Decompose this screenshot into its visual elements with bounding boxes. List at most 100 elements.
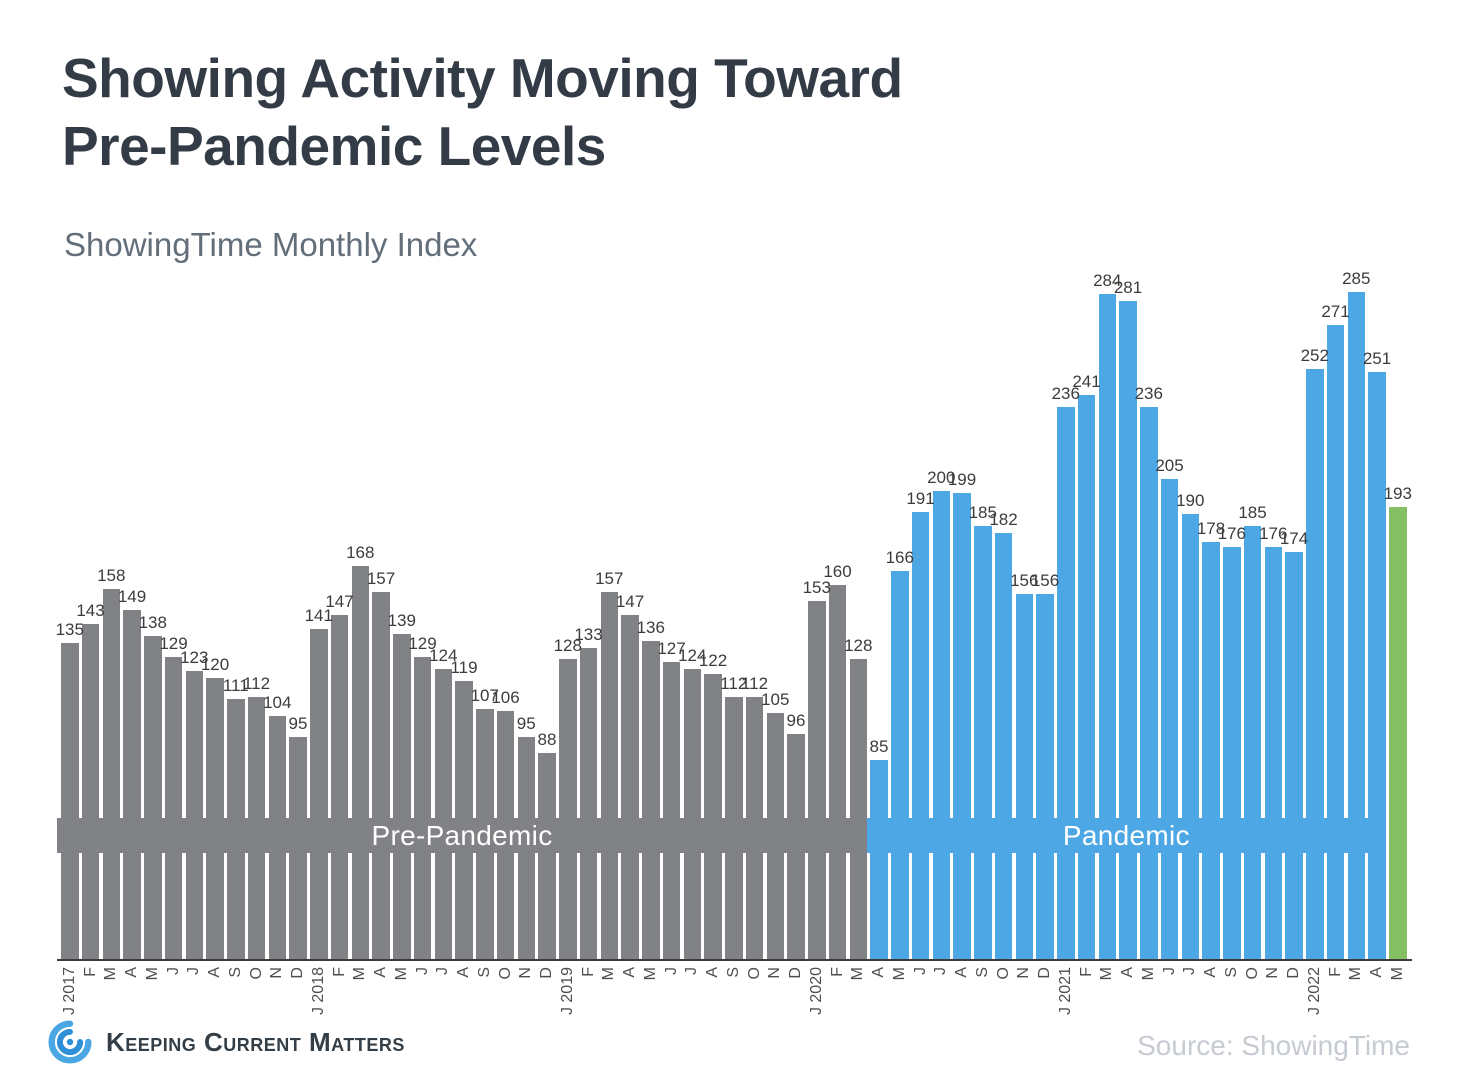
pre-pandemic-band: Pre-Pandemic bbox=[57, 818, 867, 853]
pre-pandemic-band-label: Pre-Pandemic bbox=[371, 819, 553, 851]
bar bbox=[600, 592, 618, 959]
bar-value-label: 88 bbox=[537, 730, 557, 749]
bar bbox=[891, 571, 909, 959]
bar bbox=[1140, 407, 1158, 959]
x-axis-label: S bbox=[226, 967, 244, 978]
x-axis-label: M bbox=[1098, 967, 1116, 981]
x-axis-label: M bbox=[1347, 967, 1365, 981]
source-label: Source: ShowingTime bbox=[1137, 1030, 1410, 1061]
x-axis-label: F bbox=[330, 967, 348, 977]
x-axis-label: J bbox=[911, 967, 929, 975]
x-axis-label: J bbox=[1160, 967, 1178, 975]
bar-value-label: 135 bbox=[55, 620, 84, 639]
x-axis-label: F bbox=[81, 967, 99, 977]
x-axis-label: S bbox=[475, 967, 493, 978]
bar bbox=[974, 526, 992, 959]
bar-value-label: 106 bbox=[491, 688, 520, 707]
x-axis-label: N bbox=[766, 967, 784, 979]
bar bbox=[81, 624, 100, 959]
bar-value-label: 138 bbox=[138, 613, 167, 632]
bar-value-label: 124 bbox=[429, 646, 458, 665]
x-axis-label: F bbox=[1326, 967, 1344, 977]
bar bbox=[828, 585, 847, 959]
bar bbox=[1264, 547, 1282, 959]
footer-brand: Keeping Current Matters bbox=[48, 1020, 405, 1064]
x-axis-label: M bbox=[600, 967, 618, 981]
x-axis-label: J bbox=[683, 967, 701, 975]
brand-name: Keeping Current Matters bbox=[106, 1026, 405, 1057]
x-axis-label: A bbox=[1119, 967, 1136, 978]
bar bbox=[1077, 395, 1096, 959]
bar-value-label: 168 bbox=[346, 543, 375, 562]
bar-value-label: 129 bbox=[159, 634, 188, 653]
bar bbox=[642, 641, 660, 959]
x-axis-label: M bbox=[143, 967, 161, 981]
x-axis-label: D bbox=[289, 967, 306, 979]
bar bbox=[351, 566, 369, 959]
bar-value-label: 147 bbox=[325, 592, 354, 611]
bar-value-label: 156 bbox=[1030, 571, 1060, 590]
bar bbox=[932, 491, 950, 959]
bar bbox=[579, 648, 598, 959]
x-axis-label: J bbox=[932, 967, 950, 975]
x-axis-label: M bbox=[641, 967, 659, 981]
x-axis-label: A bbox=[1368, 967, 1385, 978]
x-axis-label: J 2019 bbox=[558, 967, 576, 1016]
bar-value-label: 236 bbox=[1134, 384, 1163, 403]
x-axis-label: A bbox=[455, 967, 472, 978]
bar-value-label: 178 bbox=[1196, 519, 1226, 538]
bar-value-label: 143 bbox=[76, 601, 105, 620]
bar-value-label: 285 bbox=[1342, 269, 1371, 288]
x-axis-label: J bbox=[413, 967, 431, 975]
x-axis-label: O bbox=[496, 967, 514, 980]
bar bbox=[849, 659, 867, 959]
x-axis-label: D bbox=[1036, 967, 1053, 979]
x-axis-label: M bbox=[849, 967, 867, 981]
x-axis-label: M bbox=[890, 967, 908, 981]
x-axis-label: S bbox=[1222, 967, 1240, 978]
x-axis-label: M bbox=[392, 967, 410, 981]
bar bbox=[1015, 594, 1033, 959]
pandemic-band: Pandemic bbox=[867, 818, 1386, 853]
bar bbox=[185, 671, 203, 959]
bar-value-label: 122 bbox=[698, 651, 728, 670]
x-axis-label: O bbox=[1243, 967, 1261, 980]
bar-value-label: 136 bbox=[636, 618, 665, 637]
bar bbox=[1160, 479, 1179, 959]
x-axis-label: A bbox=[621, 967, 638, 978]
x-axis-label: J bbox=[185, 967, 203, 975]
bar bbox=[1223, 547, 1241, 959]
bar-value-label: 158 bbox=[97, 566, 126, 585]
x-axis-label: D bbox=[787, 967, 804, 979]
x-axis-label: A bbox=[870, 967, 887, 978]
x-axis-label: M bbox=[102, 967, 120, 981]
x-axis-label: N bbox=[517, 967, 535, 979]
x-axis-label: D bbox=[538, 967, 555, 979]
bar bbox=[1368, 372, 1386, 959]
bar bbox=[1098, 294, 1116, 959]
bar-value-label: 271 bbox=[1321, 302, 1350, 321]
bar bbox=[1306, 369, 1324, 959]
bar-value-label: 147 bbox=[615, 592, 645, 611]
bar bbox=[1285, 552, 1303, 959]
bar-value-label: 128 bbox=[553, 636, 582, 655]
bar-value-label: 185 bbox=[968, 503, 997, 522]
x-axis-label: M bbox=[1139, 967, 1157, 981]
bar bbox=[911, 512, 930, 959]
bar-value-label: 157 bbox=[366, 569, 396, 588]
bar-value-label: 105 bbox=[761, 690, 790, 709]
bar bbox=[1119, 301, 1137, 959]
x-axis-label: A bbox=[206, 967, 223, 978]
x-axis-line bbox=[57, 959, 1412, 961]
bar bbox=[434, 669, 452, 959]
bar bbox=[1243, 526, 1262, 959]
bar-value-label: 241 bbox=[1072, 372, 1101, 391]
x-axis-label: S bbox=[724, 967, 742, 978]
bar-value-label: 191 bbox=[906, 489, 935, 508]
bar bbox=[538, 753, 556, 959]
bar bbox=[1326, 325, 1345, 959]
bar-value-label: 129 bbox=[408, 634, 437, 653]
bar-value-label: 139 bbox=[387, 611, 416, 630]
bar-value-label: 95 bbox=[288, 714, 308, 733]
x-axis-label: J 2021 bbox=[1056, 967, 1074, 1016]
